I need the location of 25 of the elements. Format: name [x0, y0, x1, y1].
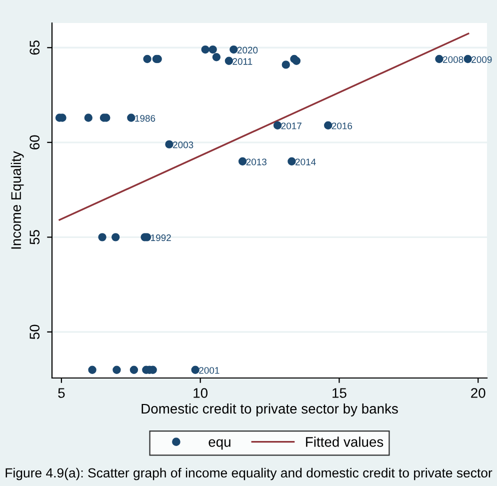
annotation: 2013 — [246, 158, 266, 166]
caption: Figure 4.9(a): Scatter graph of income equality and domestic credit to private sector — [6, 468, 492, 480]
legend-label: Fitted values — [306, 436, 384, 447]
legend-label: equ — [208, 439, 230, 450]
annotation: 2003 — [173, 142, 194, 148]
x-tick-label: 15 — [332, 388, 346, 398]
annotation: 2008 — [443, 56, 464, 63]
annotation: 2009 — [472, 56, 492, 63]
annotation: 2001 — [199, 367, 220, 374]
x-tick-label: 10 — [194, 388, 208, 398]
y-tick-label: 55 — [30, 230, 40, 244]
y-axis-title: Income Equality — [10, 151, 24, 249]
annotation: 2020 — [237, 46, 258, 54]
annotation: 2011 — [232, 58, 252, 65]
annotation: 1986 — [135, 115, 156, 122]
x-axis-title: Domestic credit to private sector by banks — [142, 403, 398, 416]
annotation: 2014 — [296, 158, 316, 166]
x-tick-label: 20 — [471, 388, 486, 398]
annotation: 2016 — [332, 122, 352, 130]
y-tick-label: 65 — [30, 40, 40, 55]
x-tick-label: 5 — [58, 388, 65, 398]
annotation: 1992 — [151, 234, 171, 242]
y-tick-label: 60 — [30, 135, 40, 150]
y-tick-label: 50 — [30, 324, 40, 340]
annotation: 2017 — [281, 122, 302, 130]
